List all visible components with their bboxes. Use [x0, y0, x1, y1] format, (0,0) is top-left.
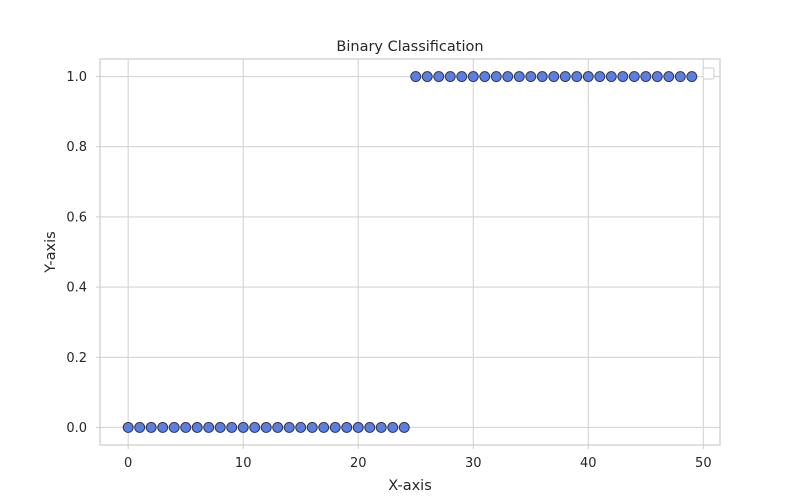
data-point — [306, 422, 318, 433]
data-point — [502, 71, 514, 82]
data-point — [295, 422, 307, 433]
x-tick-label: 30 — [465, 456, 482, 471]
data-point — [559, 71, 571, 82]
data-point — [226, 422, 238, 433]
grid — [100, 59, 720, 445]
data-point — [444, 71, 456, 82]
data-point — [594, 71, 606, 82]
data-point — [640, 71, 652, 82]
data-point — [571, 71, 583, 82]
data-point — [203, 422, 215, 433]
y-tick-label: 0.0 — [66, 421, 87, 436]
y-tick-label: 0.6 — [66, 210, 87, 225]
x-tick-label: 50 — [695, 456, 712, 471]
data-point — [145, 422, 157, 433]
y-tick-label: 1.0 — [66, 70, 87, 85]
data-point — [628, 71, 640, 82]
data-point — [479, 71, 491, 82]
data-point — [433, 71, 445, 82]
y-tick-label: 0.2 — [66, 351, 87, 366]
data-point — [122, 422, 134, 433]
data-point — [180, 422, 192, 433]
data-point — [341, 422, 353, 433]
data-point — [421, 71, 433, 82]
data-point — [157, 422, 169, 433]
data-point — [249, 422, 261, 433]
y-tick-label: 0.8 — [66, 140, 87, 155]
data-point — [168, 422, 180, 433]
x-tick-label: 0 — [124, 456, 132, 471]
data-point — [318, 422, 330, 433]
x-axis-title: X-axis — [388, 478, 432, 494]
data-point — [398, 422, 410, 433]
x-tick-label: 10 — [235, 456, 252, 471]
data-point — [283, 422, 295, 433]
data-point — [134, 422, 146, 433]
data-point — [272, 422, 284, 433]
data-point — [191, 422, 203, 433]
data-point — [582, 71, 594, 82]
legend-box — [702, 67, 715, 80]
data-point — [513, 71, 525, 82]
data-points — [122, 71, 698, 433]
chart-title: Binary Classification — [336, 39, 483, 55]
data-point — [651, 71, 663, 82]
data-point — [329, 422, 341, 433]
data-point — [260, 422, 272, 433]
data-point — [237, 422, 249, 433]
y-axis-title: Y-axis — [43, 231, 59, 273]
data-point — [352, 422, 364, 433]
data-point — [663, 71, 675, 82]
x-tick-label: 20 — [350, 456, 367, 471]
data-point — [364, 422, 376, 433]
data-point — [375, 422, 387, 433]
data-point — [467, 71, 479, 82]
y-tick-label: 0.4 — [66, 281, 87, 296]
data-point — [686, 71, 698, 82]
data-point — [605, 71, 617, 82]
x-tick-label: 40 — [580, 456, 597, 471]
data-point — [490, 71, 502, 82]
data-point — [617, 71, 629, 82]
data-point — [214, 422, 226, 433]
data-point — [456, 71, 468, 82]
data-point — [525, 71, 537, 82]
axis-ticks: 0 10 20 30 40 50 0.0 0.2 0.4 0.6 0.8 1.0 — [66, 70, 711, 471]
data-point — [548, 71, 560, 82]
data-point — [536, 71, 548, 82]
data-point — [410, 71, 422, 82]
plot-frame — [99, 58, 721, 446]
data-point — [674, 71, 686, 82]
data-point — [387, 422, 399, 433]
